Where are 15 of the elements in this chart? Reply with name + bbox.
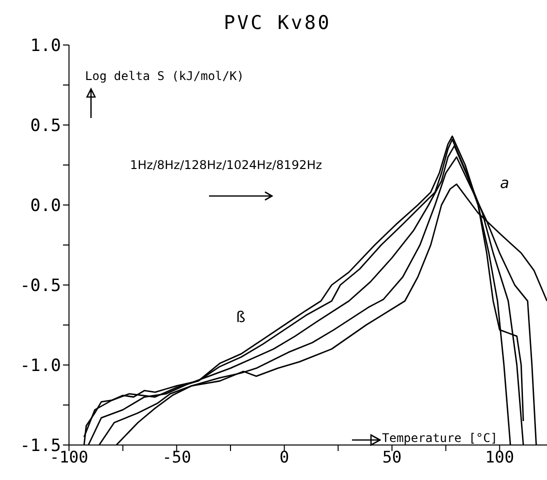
x-axis-title: Temperature [°C] (382, 431, 498, 445)
y-tick-label: 0.0 (30, 196, 61, 216)
annotation: a (500, 174, 510, 192)
y-tick-label: -1.0 (20, 356, 61, 376)
x-tick-label: -50 (162, 447, 192, 466)
annotation: 1Hz/8Hz/128Hz/1024Hz/8192Hz (130, 158, 322, 172)
chart-title: PVC Kv80 (222, 12, 332, 34)
y-tick-label: 1.0 (30, 36, 61, 56)
x-tick-label: 50 (382, 447, 402, 466)
annotation: ß (236, 308, 246, 326)
y-axis-title: Log delta S (kJ/mol/K) (85, 69, 244, 83)
y-tick-label: -0.5 (20, 276, 61, 296)
x-tick-label: 0 (279, 447, 290, 466)
y-tick-label: 0.5 (30, 116, 61, 136)
x-tick-label: 100 (485, 447, 514, 466)
